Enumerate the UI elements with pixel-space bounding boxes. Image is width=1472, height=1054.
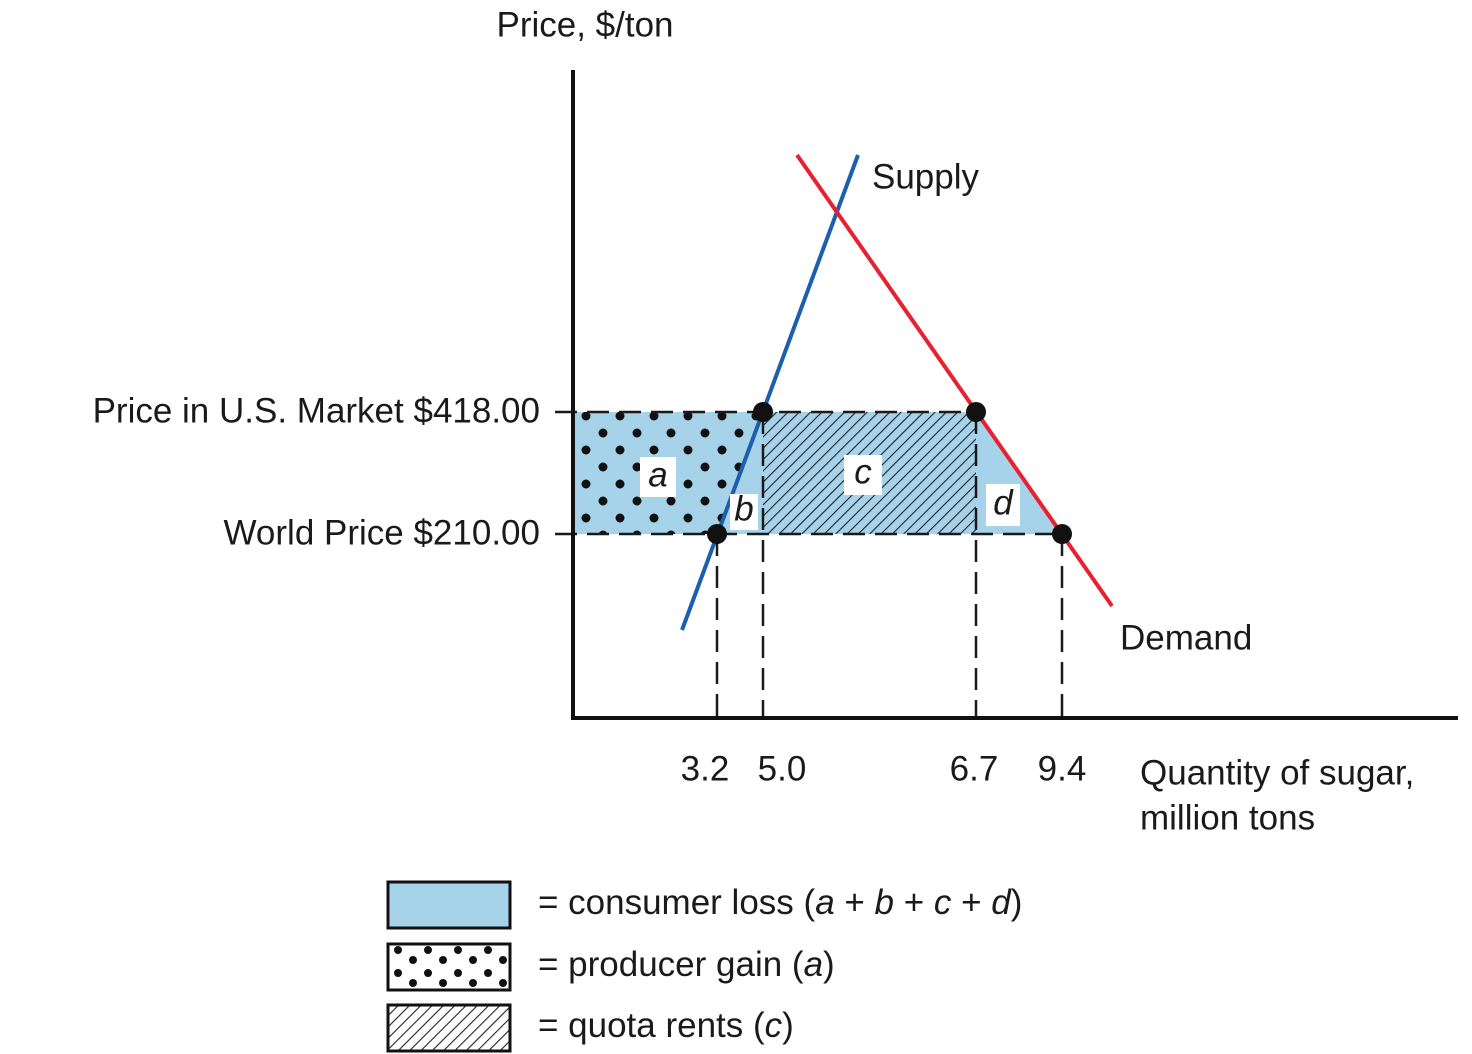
area-label: c — [854, 452, 872, 491]
area-label: d — [993, 483, 1014, 522]
legend-swatch — [386, 942, 512, 992]
area-label: a — [648, 455, 667, 494]
curve-label: Demand — [1120, 618, 1252, 657]
legend-text: = producer gain (a) — [538, 945, 835, 984]
supply-curve — [680, 154, 860, 631]
legend-text: = consumer loss (a + b + c + d) — [538, 883, 1022, 922]
curve-label: Supply — [872, 157, 980, 196]
quantity-label: 5.0 — [758, 749, 807, 788]
quantity-label: 3.2 — [681, 749, 730, 788]
price-label: World Price $210.00 — [224, 513, 540, 552]
points — [707, 402, 1072, 544]
area-label: b — [734, 489, 753, 528]
area-label-boxes — [640, 455, 1020, 530]
x-axis-label: million tons — [1140, 798, 1315, 837]
legend-swatch — [386, 880, 512, 930]
price-label: Price in U.S. Market $418.00 — [93, 391, 540, 430]
quantity-label: 9.4 — [1038, 749, 1087, 788]
legend-swatch — [386, 1003, 512, 1053]
legend-text: = quota rents (c) — [538, 1006, 794, 1045]
x-axis-label: Quantity of sugar, — [1140, 753, 1414, 792]
y-axis-label: Price, $/ton — [496, 5, 673, 44]
quantity-label: 6.7 — [950, 749, 999, 788]
